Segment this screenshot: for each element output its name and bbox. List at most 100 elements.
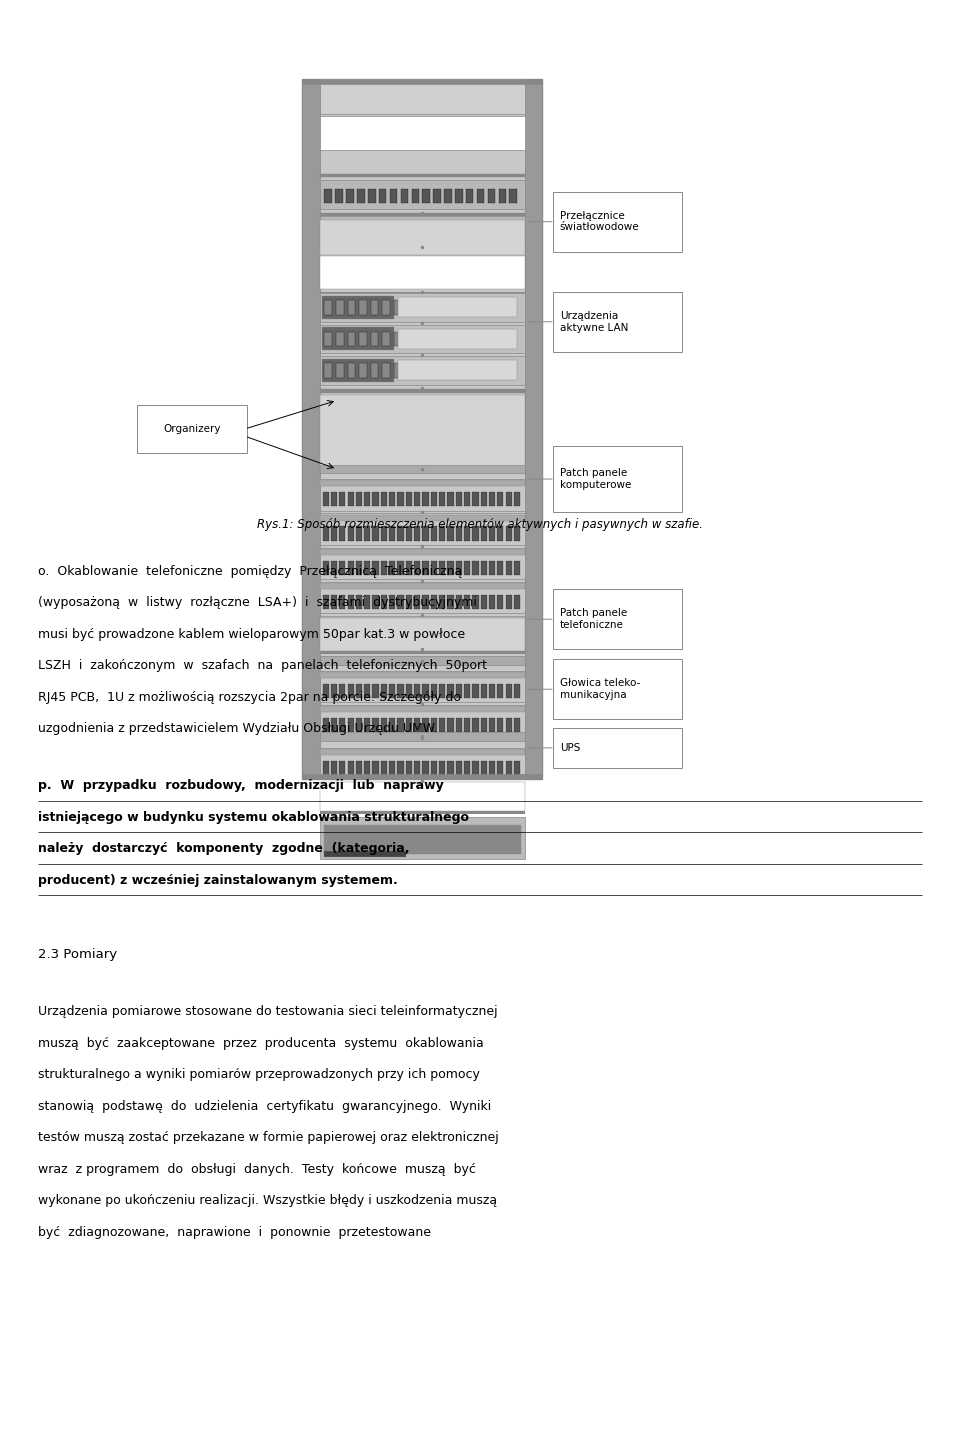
Bar <box>444 225 452 239</box>
Bar <box>382 300 390 315</box>
Bar <box>331 684 337 698</box>
Bar <box>320 216 525 245</box>
Bar <box>497 629 503 644</box>
Bar <box>472 761 478 775</box>
Text: wraz  z programem  do  obsługi  danych.  Testy  końcowe  muszą  być: wraz z programem do obsługi danych. Test… <box>38 1163 476 1175</box>
Bar <box>397 595 403 609</box>
Text: testów muszą zostać przekazane w formie papierowej oraz elektronicznej: testów muszą zostać przekazane w formie … <box>38 1131 499 1144</box>
Text: Patch panele
komputerowe: Patch panele komputerowe <box>560 468 631 490</box>
Bar <box>488 189 495 203</box>
Text: istniejącego w budynku systemu okablowania strukturalnego: istniejącego w budynku systemu okablowan… <box>38 811 469 824</box>
Bar <box>389 761 396 775</box>
Bar <box>422 595 428 609</box>
Bar <box>456 684 462 698</box>
Bar <box>359 332 367 346</box>
Bar <box>320 549 525 555</box>
Bar <box>331 595 337 609</box>
Bar <box>372 492 378 506</box>
Bar <box>414 526 420 541</box>
Bar <box>339 492 346 506</box>
Bar <box>414 684 420 698</box>
Bar <box>336 332 344 346</box>
Bar <box>320 672 525 678</box>
Bar <box>397 684 403 698</box>
Bar <box>320 782 525 811</box>
Bar <box>320 706 525 712</box>
Bar <box>323 684 328 698</box>
Text: Urządzenia
aktywne LAN: Urządzenia aktywne LAN <box>560 310 628 333</box>
Bar <box>412 225 420 239</box>
Bar <box>324 825 521 854</box>
Bar <box>348 718 353 732</box>
Bar <box>322 359 394 382</box>
Text: Rys.1: Sposób rozmieszczenia elementów aktywnych i pasywnych w szafie.: Rys.1: Sposób rozmieszczenia elementów a… <box>257 518 703 531</box>
Bar <box>372 629 378 644</box>
Bar <box>347 189 354 203</box>
Bar <box>381 561 387 575</box>
Bar <box>356 718 362 732</box>
Bar <box>414 595 420 609</box>
Text: uzgodnienia z przedstawicielem Wydziału Obsługi Urzędu UMW.: uzgodnienia z przedstawicielem Wydziału … <box>38 722 438 735</box>
Bar <box>447 684 453 698</box>
Bar <box>320 732 525 741</box>
Bar <box>481 526 487 541</box>
Bar <box>331 761 337 775</box>
Bar <box>348 595 353 609</box>
Bar <box>405 300 413 315</box>
Bar <box>506 761 512 775</box>
Bar <box>356 761 362 775</box>
Bar <box>405 332 413 346</box>
Bar <box>364 629 371 644</box>
Bar <box>320 356 525 385</box>
Bar <box>447 561 453 575</box>
Bar <box>422 189 430 203</box>
Bar <box>336 300 344 315</box>
Bar <box>364 526 371 541</box>
Bar <box>302 79 320 779</box>
Bar <box>320 479 525 511</box>
Bar <box>431 595 437 609</box>
Bar <box>379 189 387 203</box>
Bar <box>390 189 397 203</box>
Bar <box>497 492 503 506</box>
Bar <box>506 718 512 732</box>
Bar <box>339 526 346 541</box>
Bar <box>320 583 525 589</box>
Bar <box>356 561 362 575</box>
Text: muszą  być  zaakceptowane  przez  producenta  systemu  okablowania: muszą być zaakceptowane przez producenta… <box>38 1037 484 1050</box>
Bar <box>406 761 412 775</box>
Bar <box>324 332 332 346</box>
Bar <box>320 79 525 779</box>
Bar <box>455 189 463 203</box>
Bar <box>382 332 390 346</box>
Bar <box>320 80 525 114</box>
Bar <box>394 363 401 378</box>
Bar <box>464 492 470 506</box>
Text: należy  dostarczyć  komponenty  zgodne  (kategoria,: należy dostarczyć komponenty zgodne (kat… <box>38 842 410 855</box>
Bar <box>506 629 512 644</box>
Bar <box>357 225 365 239</box>
Bar <box>514 629 520 644</box>
Bar <box>456 526 462 541</box>
Bar <box>390 225 397 239</box>
Bar <box>447 629 453 644</box>
Bar <box>489 526 495 541</box>
Text: strukturalnego a wyniki pomiarów przeprowadzonych przy ich pomocy: strukturalnego a wyniki pomiarów przepro… <box>38 1068 480 1081</box>
Bar <box>439 526 445 541</box>
Bar <box>381 684 387 698</box>
Bar <box>394 332 401 346</box>
Bar <box>472 561 478 575</box>
Bar <box>320 656 525 665</box>
Bar <box>439 761 445 775</box>
Bar <box>302 79 542 779</box>
Bar <box>498 189 506 203</box>
Text: Przełącznice
światłowodowe: Przełącznice światłowodowe <box>560 210 639 233</box>
Bar <box>456 761 462 775</box>
Bar <box>348 761 353 775</box>
Bar <box>477 225 485 239</box>
Bar <box>381 761 387 775</box>
Bar <box>372 718 378 732</box>
Bar <box>497 761 503 775</box>
Bar <box>497 526 503 541</box>
Bar <box>397 526 403 541</box>
